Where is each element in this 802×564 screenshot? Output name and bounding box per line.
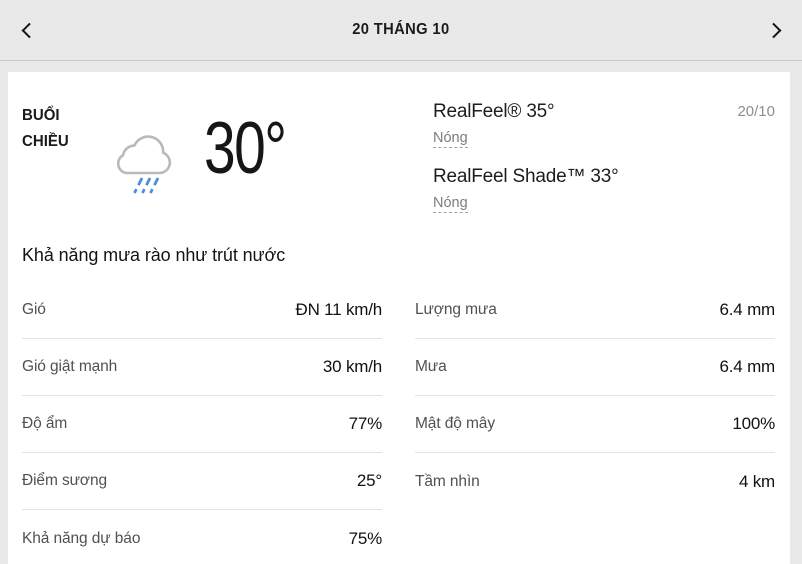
detail-value: ĐN 11 km/h xyxy=(295,300,383,319)
detail-row-wind-gusts: Gió giật mạnh 30 km/h xyxy=(22,339,382,396)
date-nav-bar: 20 THÁNG 10 xyxy=(0,0,802,61)
realfeel-block: RealFeel® 35° 20/10 Nóng RealFeel Shade™… xyxy=(433,100,775,213)
detail-row-visibility: Tầm nhìn 4 km xyxy=(415,453,775,510)
realfeel-shade-label: RealFeel Shade™ 33° xyxy=(433,166,619,187)
date-short: 20/10 xyxy=(737,103,775,120)
detail-label: Điểm sương xyxy=(22,472,108,489)
detail-row-cloud-cover: Mật độ mây 100% xyxy=(415,396,775,453)
temperature: 30° xyxy=(204,112,308,185)
detail-value: 100% xyxy=(732,414,775,433)
date-title: 20 THÁNG 10 xyxy=(352,21,450,38)
condition-text: Khả năng mưa rào như trút nước xyxy=(22,245,286,265)
detail-label: Tầm nhìn xyxy=(415,472,480,490)
detail-label: Độ ẩm xyxy=(22,415,68,432)
detail-value: 4 km xyxy=(738,471,775,491)
detail-row-precipitation: Lượng mưa 6.4 mm xyxy=(415,282,775,339)
realfeel-label: RealFeel® 35° xyxy=(433,101,555,122)
prev-day-button[interactable] xyxy=(4,8,48,52)
rain-showers-icon xyxy=(116,135,172,194)
details-grid: Gió ĐN 11 km/h Gió giật mạnh 30 km/h Độ … xyxy=(22,282,775,564)
summary-section: BUỔI CHIỀU 30° RealFeel® 35° 20/10 Nóng … xyxy=(22,72,775,213)
detail-value: 6.4 mm xyxy=(719,357,776,376)
detail-value: 75% xyxy=(348,528,383,548)
temperature-value: 30° xyxy=(204,108,287,189)
detail-value: 30 km/h xyxy=(322,357,382,376)
chevron-left-icon xyxy=(21,22,37,38)
details-right-column: Lượng mưa 6.4 mm Mưa 6.4 mm Mật độ mây 1… xyxy=(415,282,775,564)
detail-value: 6.4 mm xyxy=(719,300,776,319)
forecast-card: BUỔI CHIỀU 30° RealFeel® 35° 20/10 Nóng … xyxy=(8,72,790,564)
realfeel-phrase[interactable]: Nóng xyxy=(433,130,468,148)
detail-label: Lượng mưa xyxy=(415,301,497,318)
detail-row-rain: Mưa 6.4 mm xyxy=(415,339,775,396)
detail-label: Gió xyxy=(22,301,46,318)
chevron-right-icon xyxy=(765,22,781,38)
detail-row-dew-point: Điểm sương 25° xyxy=(22,453,382,510)
period-label: BUỔI CHIỀU xyxy=(22,107,69,151)
detail-label: Mưa xyxy=(415,358,447,375)
detail-label: Mật độ mây xyxy=(415,415,495,432)
next-day-button[interactable] xyxy=(754,8,798,52)
detail-row-wind: Gió ĐN 11 km/h xyxy=(22,282,382,339)
detail-row-humidity: Độ ẩm 77% xyxy=(22,396,382,453)
detail-value: 25° xyxy=(356,471,382,490)
detail-label: Gió giật mạnh xyxy=(22,358,118,375)
details-left-column: Gió ĐN 11 km/h Gió giật mạnh 30 km/h Độ … xyxy=(22,282,382,564)
realfeel-shade-phrase[interactable]: Nóng xyxy=(433,195,468,213)
detail-label: Khả năng dự báo xyxy=(22,529,141,547)
detail-row-forecast-probability: Khả năng dự báo 75% xyxy=(22,510,382,564)
detail-value: 77% xyxy=(348,414,383,433)
